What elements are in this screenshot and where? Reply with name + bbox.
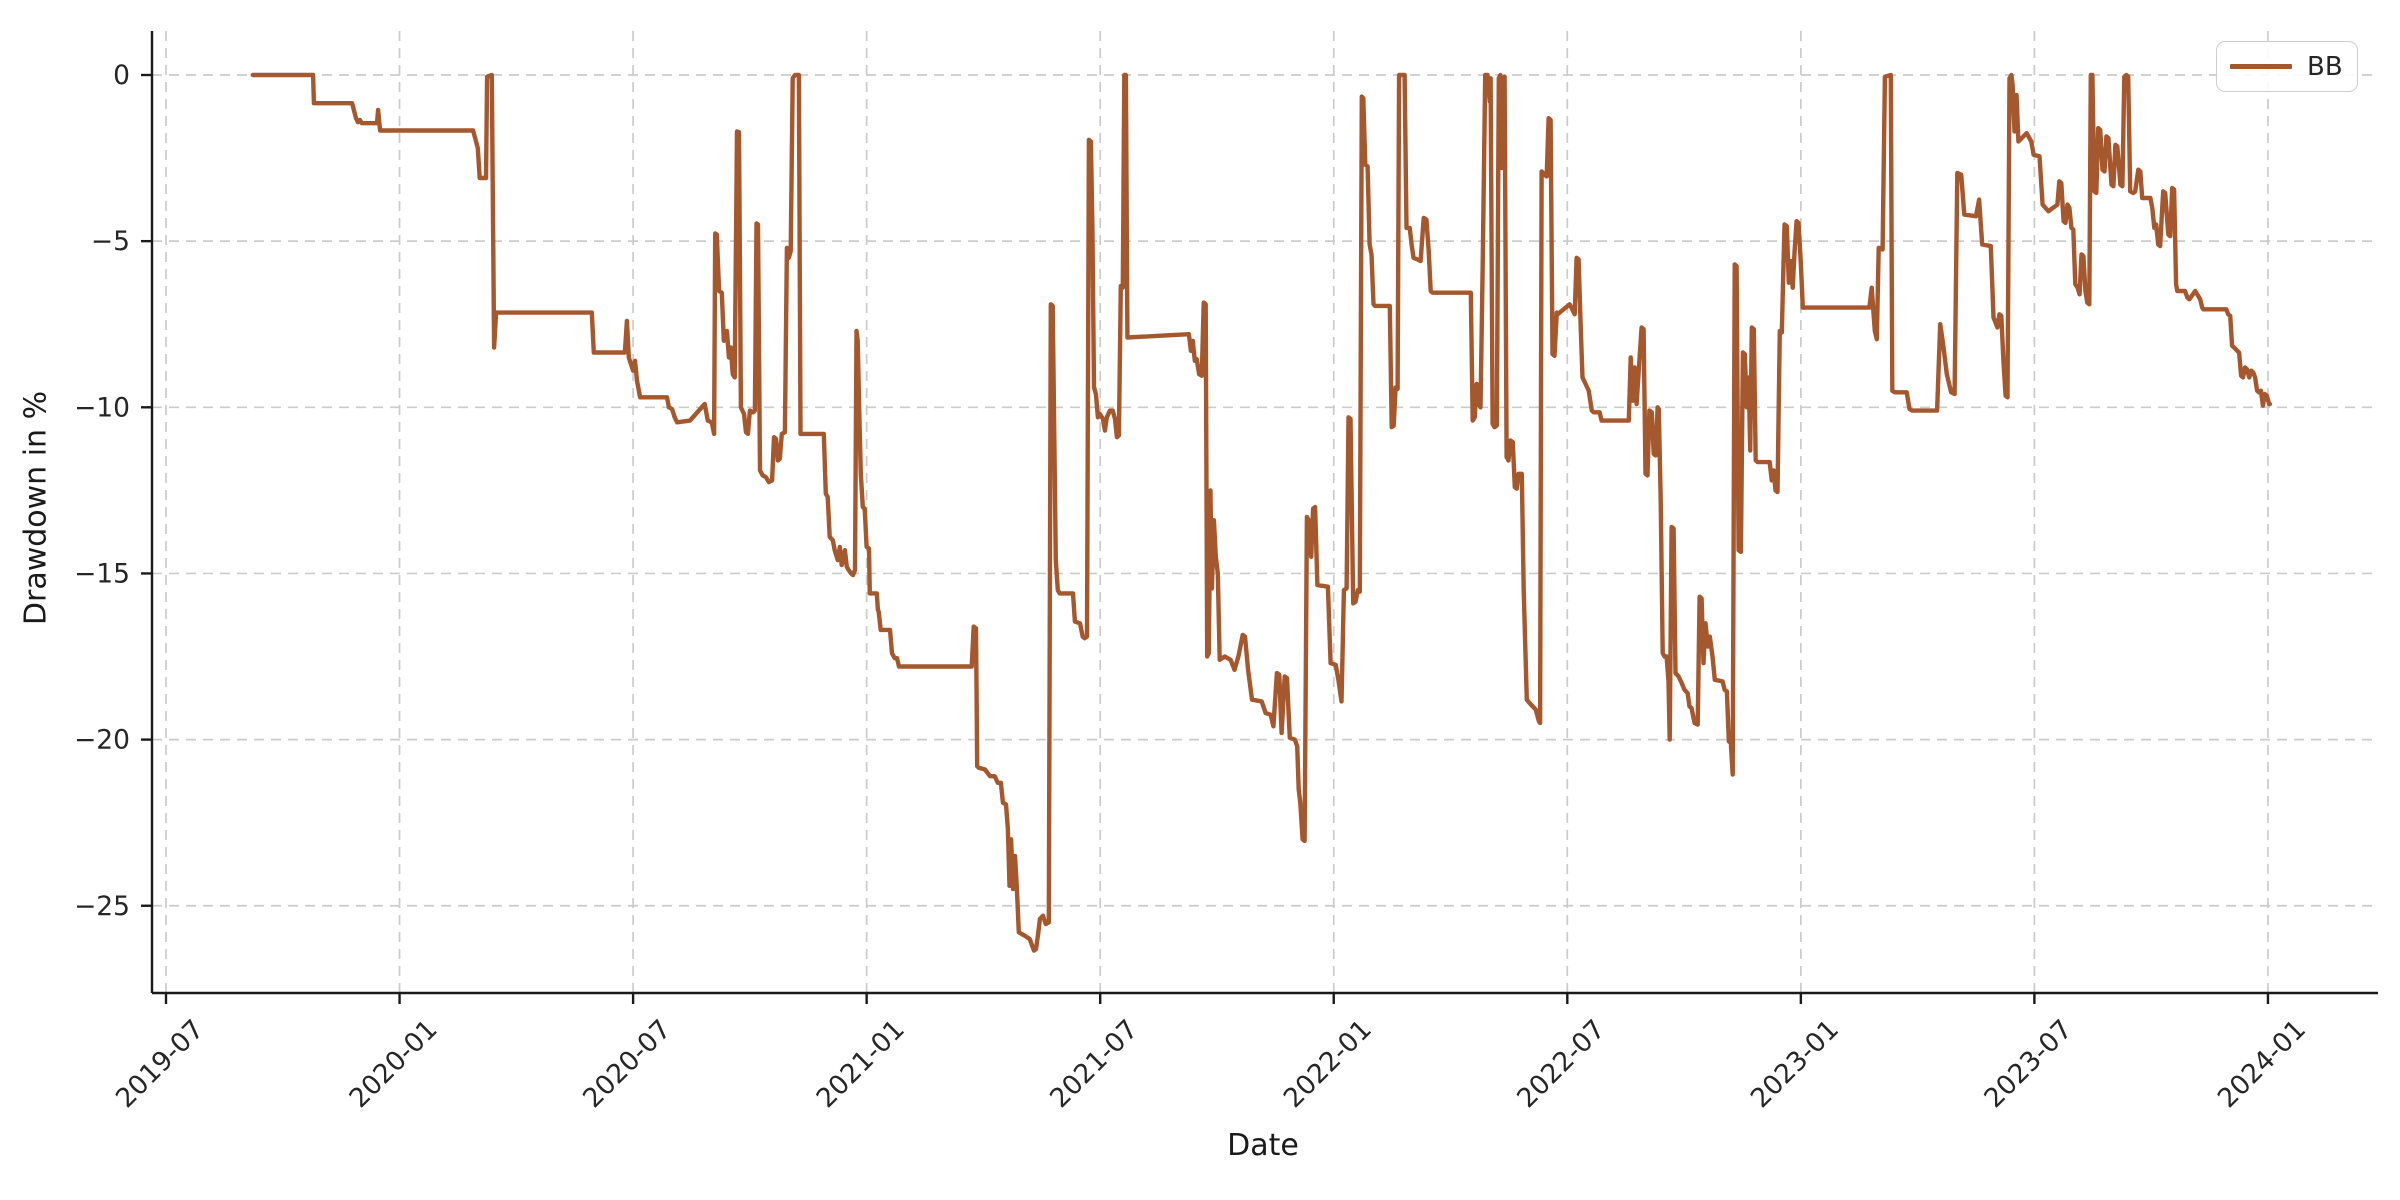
y-axis-title: Drawdown in % [18,390,54,626]
x-axis-title: Date [1227,1128,1299,1163]
legend-label: BB [2307,51,2343,82]
x-tick-label: 2024-01 [2212,1014,2312,1114]
y-tick-label: −15 [74,558,130,589]
x-tick-label: 2021-01 [811,1014,911,1114]
y-tick-label: −10 [74,392,130,423]
x-tick-label: 2020-01 [343,1014,443,1114]
y-tick-label: 0 [113,60,130,91]
x-tick-label: 2022-01 [1278,1014,1378,1114]
x-tick-label: 2019-07 [110,1014,210,1114]
legend-box: BB [2216,41,2358,92]
x-tick-label: 2021-07 [1044,1014,1144,1114]
series-line-bb [250,72,2273,953]
x-tick-label: 2020-07 [577,1014,677,1114]
x-tick-label: 2023-01 [1745,1014,1845,1114]
y-tick-label: −5 [91,226,130,257]
legend-line-sample [2230,64,2292,69]
y-tick-label: −25 [74,891,130,922]
y-tick-label: −20 [74,725,130,756]
x-tick-label: 2022-07 [1511,1014,1611,1114]
x-tick-label: 2023-07 [1978,1014,2078,1114]
